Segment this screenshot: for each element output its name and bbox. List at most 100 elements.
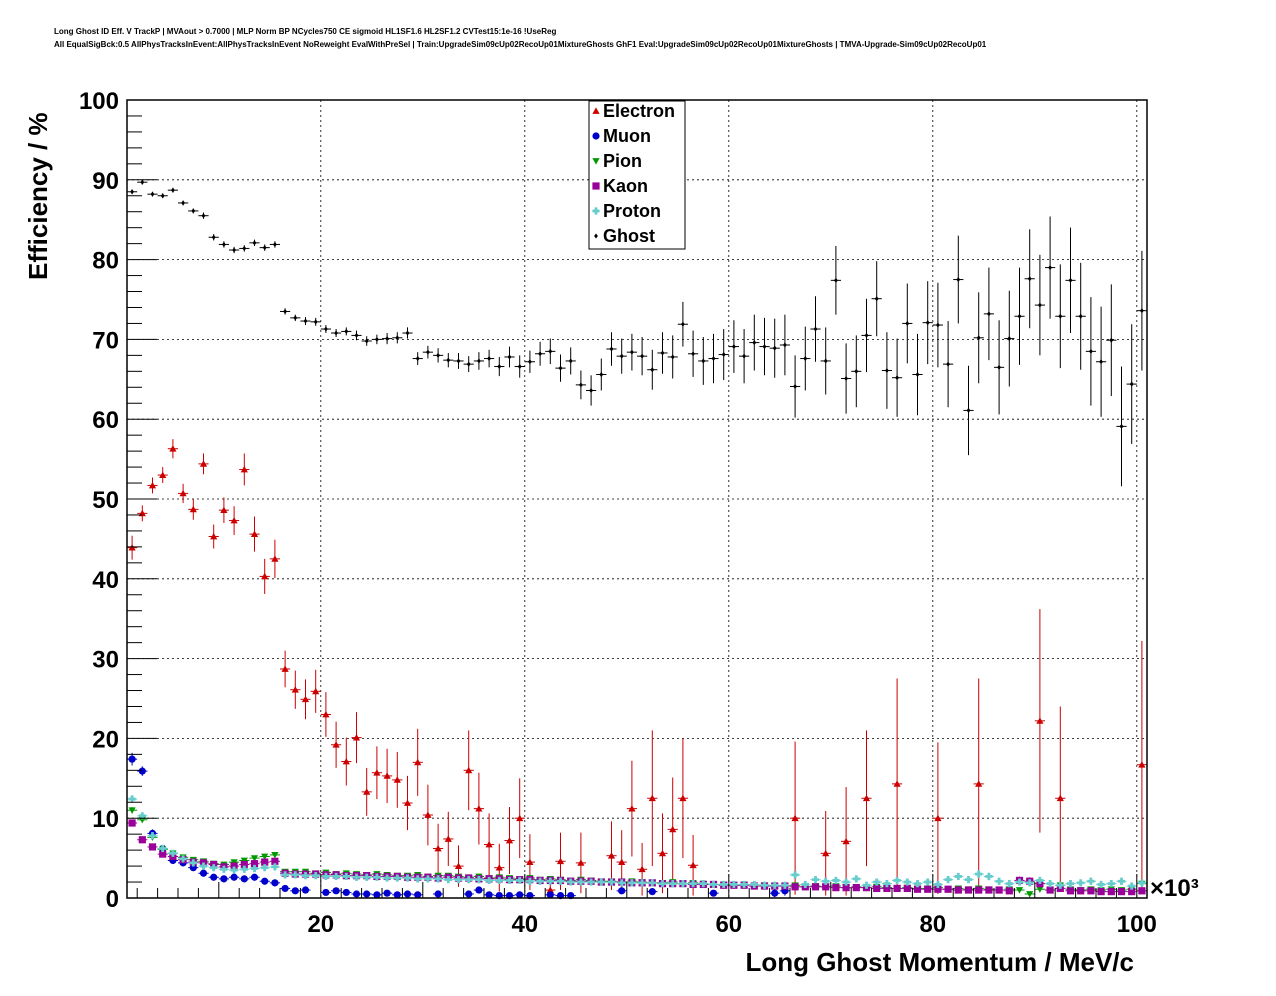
data-point-proton	[249, 864, 260, 873]
data-point-ghost	[871, 261, 882, 337]
data-point-ghost	[892, 338, 903, 417]
data-point-proton	[280, 871, 291, 879]
data-point-ghost	[861, 298, 872, 373]
data-point-electron	[504, 807, 515, 875]
data-point-proton	[300, 872, 311, 880]
data-point-proton	[1126, 882, 1137, 890]
legend-marker-muon	[592, 132, 600, 140]
data-point-proton	[1116, 877, 1127, 885]
data-point-ghost	[759, 317, 770, 376]
data-point-ghost	[657, 332, 668, 374]
data-point-kaon	[830, 884, 841, 892]
legend-label-kaon: Kaon	[603, 176, 648, 196]
data-point-electron	[371, 746, 382, 800]
data-point-kaon	[259, 858, 270, 866]
data-point-ghost	[922, 281, 933, 365]
data-point-ghost	[249, 239, 260, 247]
data-point-proton	[616, 879, 627, 887]
data-point-ghost	[596, 358, 607, 391]
data-point-ghost	[392, 332, 403, 344]
data-point-kaon	[851, 884, 862, 892]
data-point-electron	[790, 741, 801, 895]
data-point-ghost	[351, 330, 362, 341]
data-point-ghost	[1106, 284, 1117, 397]
data-point-ghost	[269, 241, 280, 248]
data-point-proton	[586, 878, 597, 886]
data-point-electron	[157, 467, 168, 484]
data-point-proton	[392, 874, 403, 882]
y-tick-label: 90	[92, 168, 119, 195]
data-point-electron	[443, 811, 454, 867]
data-point-proton	[402, 874, 413, 882]
data-point-pion	[1014, 887, 1025, 894]
data-point-proton	[759, 881, 770, 889]
data-point-ghost	[667, 335, 678, 379]
data-point-proton	[739, 880, 750, 889]
y-tick-label: 20	[92, 726, 119, 753]
data-point-ghost	[300, 317, 311, 326]
data-point-pion	[1024, 891, 1035, 898]
data-point-proton	[851, 875, 862, 883]
data-point-kaon	[820, 883, 831, 891]
data-point-ghost	[779, 314, 790, 376]
data-point-proton	[198, 862, 209, 870]
data-point-ghost	[1116, 366, 1127, 487]
data-point-proton	[412, 875, 423, 883]
data-point-kaon	[1085, 887, 1096, 895]
data-point-ghost	[208, 234, 219, 241]
data-points-layer	[127, 179, 1147, 900]
data-point-muon	[463, 890, 474, 898]
data-point-ghost	[280, 308, 291, 315]
data-point-proton	[290, 871, 301, 879]
data-point-proton	[341, 872, 352, 881]
data-point-pion	[269, 852, 280, 859]
data-point-proton	[932, 880, 943, 889]
data-point-electron	[310, 669, 321, 713]
data-point-proton	[973, 870, 984, 879]
data-point-proton	[555, 877, 566, 885]
data-point-proton	[708, 880, 719, 889]
data-point-ghost	[1055, 264, 1066, 369]
data-point-muon	[331, 887, 342, 895]
data-point-ghost	[331, 329, 342, 338]
data-point-muon	[208, 873, 219, 881]
legend-entry-muon: Muon	[592, 126, 651, 146]
data-point-kaon	[1096, 888, 1107, 896]
data-point-ghost	[382, 333, 393, 345]
data-point-ghost	[586, 375, 597, 406]
data-point-muon	[545, 891, 556, 899]
data-point-electron	[320, 692, 331, 737]
data-point-muon	[616, 887, 627, 895]
data-point-electron	[463, 730, 474, 811]
legend-label-electron: Electron	[603, 101, 675, 121]
data-point-proton	[208, 864, 219, 872]
data-point-electron	[1034, 609, 1045, 833]
data-point-muon	[127, 752, 138, 766]
data-point-proton	[433, 875, 444, 883]
data-point-proton	[371, 873, 382, 881]
legend-label-muon: Muon	[603, 126, 651, 146]
data-point-kaon	[137, 836, 148, 844]
data-point-ghost	[1075, 262, 1086, 370]
data-point-proton	[626, 879, 637, 887]
data-point-ghost	[728, 320, 739, 373]
data-point-kaon	[892, 884, 903, 893]
data-point-kaon	[912, 885, 923, 893]
y-tick-label: 50	[92, 487, 119, 514]
data-point-muon	[218, 875, 229, 883]
data-point-proton	[637, 879, 648, 887]
data-point-muon	[290, 887, 301, 895]
data-point-ghost	[433, 348, 444, 363]
x-tick-label: 80	[919, 911, 946, 938]
legend-box	[588, 100, 686, 250]
legend-marker-ghost	[594, 233, 598, 239]
data-point-ghost	[606, 332, 617, 366]
data-point-proton	[1014, 878, 1025, 886]
legend-entry-ghost: Ghost	[594, 226, 655, 246]
legend-label-ghost: Ghost	[603, 226, 655, 246]
data-point-proton	[565, 878, 576, 886]
data-point-ghost	[810, 296, 821, 362]
data-point-muon	[708, 889, 719, 897]
data-point-ghost	[1014, 267, 1025, 365]
